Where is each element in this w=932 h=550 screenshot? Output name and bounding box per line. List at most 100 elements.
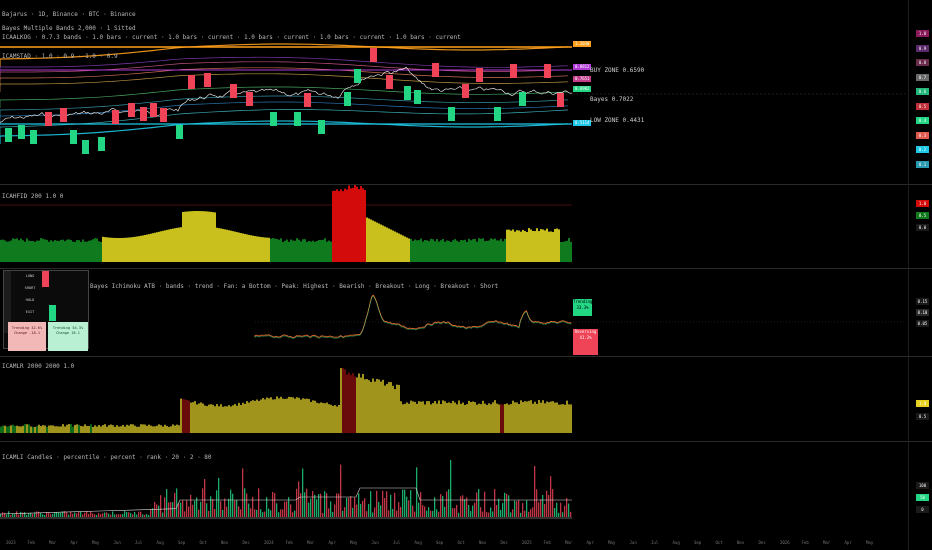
histogram-bar bbox=[82, 239, 84, 262]
momentum-bar bbox=[188, 400, 190, 433]
time-tick: Jun bbox=[113, 540, 121, 545]
momentum-bar bbox=[184, 399, 186, 433]
histogram-bar bbox=[138, 236, 140, 262]
momentum-bar bbox=[334, 405, 336, 433]
volume-bar bbox=[372, 512, 374, 517]
bull-signal-candle bbox=[344, 92, 351, 106]
momentum-bar bbox=[352, 373, 354, 433]
momentum-bar bbox=[84, 424, 86, 433]
volume-bar bbox=[120, 514, 122, 517]
volume-bar bbox=[146, 514, 148, 517]
histogram-bar bbox=[456, 240, 458, 262]
histogram-bar bbox=[232, 231, 234, 262]
momentum-bar bbox=[486, 404, 488, 433]
momentum-bar bbox=[540, 402, 542, 433]
volume-bar bbox=[26, 514, 28, 517]
volume-bar bbox=[294, 510, 296, 517]
histogram-bar bbox=[560, 241, 562, 262]
table-row: EXIT bbox=[25, 310, 35, 314]
histogram-bar bbox=[326, 241, 328, 262]
volume-bar bbox=[130, 513, 132, 517]
histogram-bar bbox=[76, 240, 78, 262]
histogram-bar bbox=[74, 241, 76, 262]
volume-bar bbox=[88, 513, 90, 517]
histogram-bar bbox=[310, 241, 312, 262]
momentum-bar bbox=[400, 401, 402, 433]
bull-signal-candle bbox=[70, 130, 77, 144]
volume-bar bbox=[474, 502, 476, 517]
time-tick: Nov bbox=[479, 540, 487, 545]
pane4-legend[interactable]: ICAMLR 2000 2000 1.0 bbox=[2, 363, 75, 370]
histogram-bar bbox=[430, 238, 432, 262]
bear-signal-candle bbox=[557, 93, 564, 107]
momentum-bar bbox=[546, 401, 548, 433]
histogram-bar bbox=[532, 231, 534, 262]
volume-bar bbox=[322, 512, 324, 517]
volume-bar bbox=[330, 501, 332, 517]
volume-bar bbox=[274, 493, 276, 517]
volume-bar bbox=[8, 511, 10, 517]
pane-divider[interactable] bbox=[0, 268, 932, 269]
volume-bar bbox=[334, 504, 336, 517]
volume-bar bbox=[426, 510, 428, 517]
momentum-bar bbox=[62, 424, 64, 433]
momentum-bar bbox=[492, 402, 494, 433]
histogram-bar bbox=[436, 239, 438, 262]
volume-bar bbox=[522, 503, 524, 517]
volume-bar bbox=[362, 500, 364, 517]
volume-bar bbox=[548, 495, 550, 517]
momentum-bar bbox=[358, 373, 360, 433]
price-axis[interactable] bbox=[908, 0, 932, 550]
histogram-bar bbox=[568, 238, 570, 262]
momentum-bar bbox=[26, 424, 28, 433]
momentum-bar bbox=[46, 426, 48, 433]
volume-bar bbox=[92, 513, 94, 517]
axis-price-tag: 0.3 bbox=[916, 131, 929, 139]
volume-bar bbox=[256, 509, 258, 517]
table-footer-bear: Trending 42.6% Change -18.1 bbox=[8, 322, 46, 351]
histogram-bar bbox=[252, 235, 254, 262]
volume-bar bbox=[72, 513, 74, 517]
momentum-bar bbox=[294, 398, 296, 433]
indicator-legend[interactable]: Bayes Multiple Bands 2,000 · 1 Sitted bbox=[2, 25, 136, 32]
histogram-bar bbox=[320, 239, 322, 262]
histogram-bar bbox=[490, 238, 492, 262]
volume-bar bbox=[416, 467, 418, 517]
indicator-legend[interactable]: ICAMSTAD · 1.0 · 0.9 · 1.0 · 0.9 bbox=[2, 53, 118, 60]
pane-divider[interactable] bbox=[0, 356, 932, 357]
volume-bar bbox=[354, 497, 356, 517]
histogram-bar bbox=[466, 241, 468, 262]
symbol-legend[interactable]: Bajarus · 1D, Binance · BTC · Binance bbox=[2, 11, 136, 18]
histogram-bar bbox=[314, 241, 316, 262]
volume-bar bbox=[346, 497, 348, 517]
volume-bar bbox=[498, 498, 500, 517]
volume-bar bbox=[312, 491, 314, 517]
histogram-bar bbox=[184, 211, 186, 262]
histogram-bar bbox=[46, 239, 48, 262]
time-tick: Dec bbox=[758, 540, 766, 545]
histogram-bar bbox=[118, 237, 120, 262]
histogram-bar bbox=[272, 238, 274, 262]
momentum-bar bbox=[146, 425, 148, 433]
pane2-legend[interactable]: ICAHFID 200 1.0 0 bbox=[2, 193, 64, 200]
pane3-legend[interactable]: Bayes Ichimoku ATB · bands · trend · Fan… bbox=[90, 283, 499, 290]
volume-bar bbox=[152, 508, 154, 517]
histogram-bar bbox=[150, 233, 152, 262]
momentum-bar bbox=[234, 403, 236, 433]
bear-signal-candle bbox=[112, 110, 119, 124]
volume-bar bbox=[86, 511, 88, 517]
momentum-bar bbox=[488, 403, 490, 433]
histogram-bar bbox=[384, 226, 386, 262]
histogram-bar bbox=[238, 232, 240, 262]
band-line bbox=[0, 56, 569, 75]
bear-signal-candle bbox=[60, 108, 67, 122]
histogram-bar bbox=[264, 237, 266, 262]
indicator-legend[interactable]: ICAALKOG · 0.7.3 bands · 1.0 bars · curr… bbox=[2, 34, 461, 41]
pane-divider[interactable] bbox=[0, 441, 932, 442]
signal-table: LONG SHORT HOLD EXIT Trending 42.6% Chan… bbox=[3, 270, 89, 351]
pane-divider[interactable] bbox=[0, 184, 932, 185]
volume-bar bbox=[440, 494, 442, 517]
volume-bar bbox=[570, 511, 572, 517]
pane5-legend[interactable]: ICAMLI Candles · percentile · percent · … bbox=[2, 454, 212, 461]
